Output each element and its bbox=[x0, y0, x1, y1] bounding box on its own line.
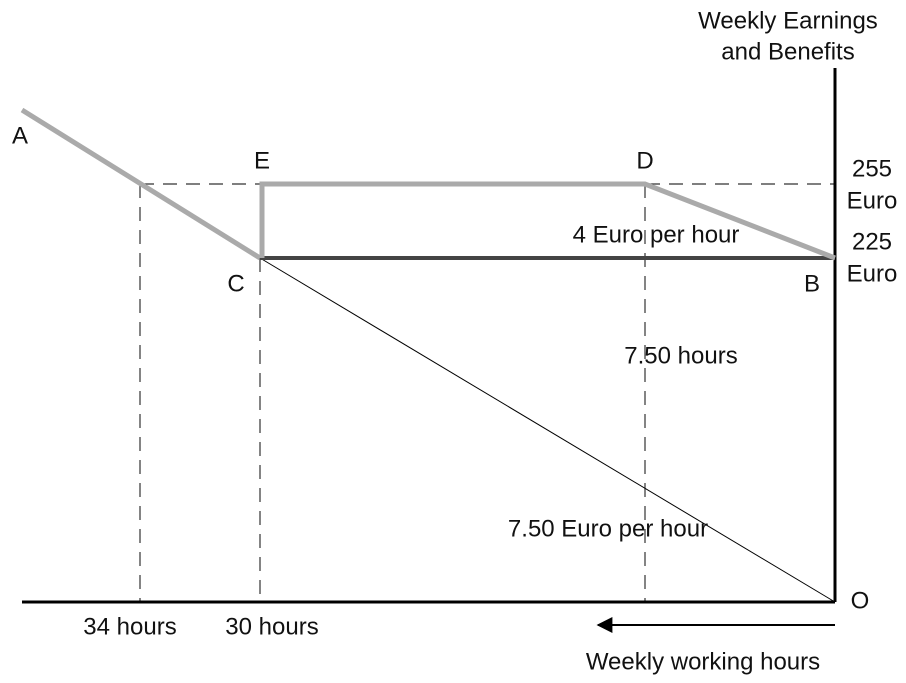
annotation: 4 Euro per hour bbox=[573, 221, 740, 248]
x-axis-label: Weekly working hours bbox=[586, 648, 820, 675]
y-label: 225 bbox=[852, 228, 892, 255]
title-line: Weekly Earnings bbox=[698, 7, 878, 34]
y-label-unit: Euro bbox=[847, 260, 898, 287]
line-edb bbox=[259, 181, 836, 261]
y-label: 255 bbox=[852, 155, 892, 182]
annotation: 7.50 Euro per hour bbox=[508, 515, 708, 542]
point-label: O bbox=[851, 587, 870, 614]
point-label: E bbox=[254, 147, 270, 174]
x-label: 30 hours bbox=[225, 613, 318, 640]
title-line: and Benefits bbox=[721, 38, 854, 65]
point-label: C bbox=[227, 270, 244, 297]
annotation: 7.50 hours bbox=[624, 342, 737, 369]
y-label-unit: Euro bbox=[847, 187, 898, 214]
wage-line bbox=[259, 257, 836, 603]
x-label: 34 hours bbox=[83, 613, 176, 640]
point-label: A bbox=[12, 122, 28, 149]
point-label: D bbox=[636, 147, 653, 174]
point-label: B bbox=[804, 270, 820, 297]
line-ac bbox=[20, 107, 262, 261]
